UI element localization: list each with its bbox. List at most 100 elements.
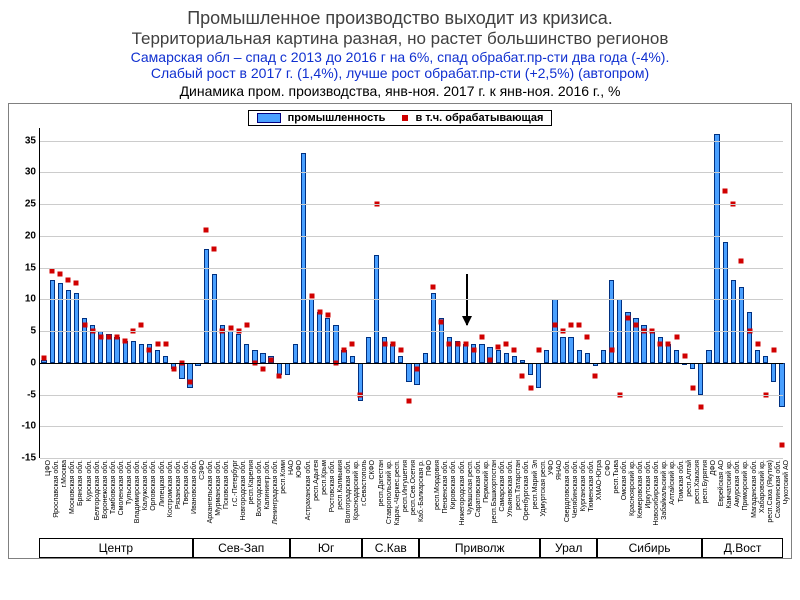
x-label: респ.Тыва	[613, 460, 620, 494]
gridline	[40, 172, 783, 173]
scatter-dot	[98, 335, 103, 340]
x-label: Еврейская АО	[718, 460, 725, 506]
x-label: Московская обл.	[69, 460, 76, 514]
scatter-dot	[74, 281, 79, 286]
bar	[155, 350, 160, 363]
scatter-dot	[139, 322, 144, 327]
bar	[50, 280, 55, 363]
region-group-cell: Юг	[290, 539, 363, 558]
x-label: Свердловская обл.	[564, 460, 571, 522]
x-label: Калинингр.обл.	[264, 460, 271, 510]
scatter-dot	[163, 341, 168, 346]
bar	[390, 344, 395, 363]
bar	[114, 337, 119, 362]
x-label: Сахалинская обл.	[775, 460, 782, 518]
x-label: Тюменская обл.	[588, 460, 595, 512]
gridline	[40, 268, 783, 269]
y-tick-label: 10	[14, 294, 36, 305]
scatter-dot	[447, 341, 452, 346]
bar	[74, 293, 79, 363]
scatter-dot	[512, 348, 517, 353]
x-label: СКФО	[369, 460, 376, 480]
x-label: Каб.-Балкарская р.	[418, 460, 425, 522]
bar	[544, 350, 549, 363]
scatter-dot	[488, 357, 493, 362]
scatter-dot	[455, 341, 460, 346]
bar	[431, 293, 436, 363]
scatter-dot	[228, 325, 233, 330]
scatter-dot	[633, 322, 638, 327]
x-label: респ.Башкортостан	[491, 460, 498, 523]
bar	[739, 287, 744, 363]
x-label: Магаданская обл.	[751, 460, 758, 518]
x-label: респ.Марий Эл	[532, 460, 539, 509]
x-label: Приморский кр.	[742, 460, 749, 511]
scatter-dot	[698, 405, 703, 410]
bar	[496, 350, 501, 363]
x-label: Пермский кр.	[483, 460, 490, 503]
scatter-dot	[771, 348, 776, 353]
bar	[536, 363, 541, 388]
x-label: Орловская обл.	[150, 460, 157, 511]
x-label: Воронежская обл.	[102, 460, 109, 519]
bar	[66, 290, 71, 363]
scatter-dot	[666, 341, 671, 346]
x-label: Карач.-Черкес.респ.	[394, 460, 401, 525]
x-label: Костромская обл.	[167, 460, 174, 517]
region-group-cell: Центр	[39, 539, 193, 558]
x-label: Кемеровская обл.	[637, 460, 644, 518]
scatter-dot	[309, 294, 314, 299]
title-line-5: Динамика пром. производства, янв-ноя. 20…	[8, 83, 792, 99]
bar	[698, 363, 703, 395]
title-line-1: Промышленное производство выходит из кри…	[8, 8, 792, 29]
bar	[58, 283, 63, 362]
x-label: НАО	[288, 460, 295, 475]
region-group-cell: Сев-Зап	[193, 539, 290, 558]
x-label: Томская обл.	[678, 460, 685, 502]
title-line-2: Территориальная картина разная, но расте…	[8, 29, 792, 49]
region-group-cell: Урал	[540, 539, 597, 558]
y-tick-label: 25	[14, 199, 36, 210]
x-label: Удмуртская респ.	[540, 460, 547, 517]
x-label: г.Севастополь	[361, 460, 368, 506]
x-label: Челябинская обл.	[572, 460, 579, 518]
scatter-dot	[471, 348, 476, 353]
bar	[771, 363, 776, 382]
x-label: Кировская обл.	[450, 460, 457, 509]
bar	[423, 353, 428, 363]
bar	[650, 331, 655, 363]
x-label: Ленинградская обл.	[272, 460, 279, 525]
legend-dot-swatch	[402, 115, 408, 121]
scatter-dot	[398, 348, 403, 353]
bar	[471, 344, 476, 363]
x-label: Ростовская обл.	[329, 460, 336, 512]
scatter-dot	[528, 386, 533, 391]
chart-container: промышленность в т.ч. обрабатывающая -15…	[8, 103, 792, 559]
x-label: г.С.-Петербург	[232, 460, 239, 506]
x-label: Оренбургская обл.	[523, 460, 530, 521]
scatter-dot	[171, 367, 176, 372]
scatter-dot	[58, 271, 63, 276]
scatter-dot	[415, 367, 420, 372]
scatter-dot	[382, 341, 387, 346]
legend-bar-swatch	[257, 113, 281, 123]
y-tick-label: 5	[14, 326, 36, 337]
x-label: ДФО	[710, 460, 717, 475]
y-tick-label: 15	[14, 262, 36, 273]
x-label: Чукотский АО	[783, 460, 790, 504]
bar	[755, 350, 760, 363]
scatter-dot	[42, 355, 47, 360]
bar	[747, 312, 752, 363]
bar	[260, 353, 265, 363]
bar	[723, 242, 728, 363]
x-label: Ставропольский кр.	[386, 460, 393, 524]
legend-dot-label: в т.ч. обрабатывающая	[416, 112, 544, 124]
y-tick-label: 30	[14, 167, 36, 178]
bar	[244, 344, 249, 363]
x-label: Пензенская обл.	[442, 460, 449, 514]
bar	[560, 337, 565, 362]
scatter-dot	[504, 341, 509, 346]
bar	[577, 350, 582, 363]
bar	[317, 312, 322, 363]
x-label: СЗФО	[199, 460, 206, 480]
